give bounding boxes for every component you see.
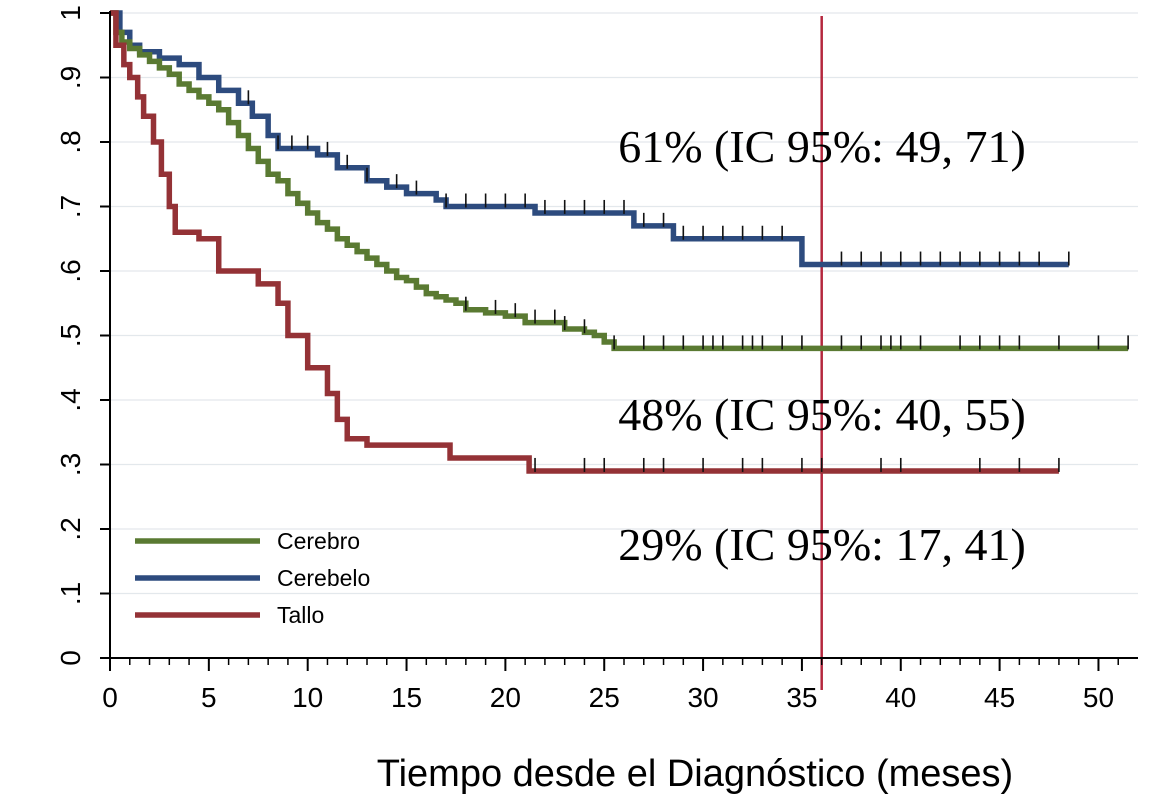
y-tick-label-4: .4	[55, 388, 86, 411]
series-2	[110, 10, 1060, 474]
y-tick-label-9: .9	[55, 66, 86, 89]
y-tick-label-1: .1	[55, 582, 86, 605]
y-tick-label-5: .5	[55, 324, 86, 347]
x-tick-label-6: 30	[687, 682, 718, 713]
series-group	[110, 10, 1129, 474]
annotation-1: 61% (IC 95%: 49, 71)	[618, 121, 1026, 172]
x-tick-label-8: 40	[885, 682, 916, 713]
y-tick-label-8: .8	[55, 130, 86, 153]
x-axis-title: Tiempo desde el Diagnóstico (meses)	[377, 753, 1013, 795]
x-tick-label-5: 25	[589, 682, 620, 713]
legend-label-2: Tallo	[277, 602, 324, 628]
series-0	[110, 10, 1129, 352]
legend-label-1: Cerebelo	[277, 565, 370, 591]
annotations: 61% (IC 95%: 49, 71) 48% (IC 95%: 40, 55)…	[618, 121, 1026, 570]
x-tick-label-9: 45	[984, 682, 1015, 713]
x-tick-label-7: 35	[786, 682, 817, 713]
annotation-0: 48% (IC 95%: 40, 55)	[618, 389, 1026, 440]
x-tick-label-2: 10	[292, 682, 323, 713]
series-line-1	[110, 10, 1069, 268]
series-1	[110, 10, 1070, 268]
x-tick-label-1: 5	[201, 682, 217, 713]
legend-label-0: Cerebro	[277, 528, 360, 554]
y-tick-label-0: 0	[55, 650, 86, 666]
y-tick-label-7: .7	[55, 195, 86, 218]
grid	[110, 12, 1138, 595]
legend: Cerebro Cerebelo Tallo	[135, 528, 370, 628]
x-tick-label-3: 15	[391, 682, 422, 713]
x-tick-label-4: 20	[490, 682, 521, 713]
series-line-0	[110, 10, 1129, 352]
axes: 0.1.2.3.4.5.6.7.8.910 5 10 15 20 25 30 35 40 45 50	[55, 5, 1138, 713]
y-tick-label-10: 1	[55, 5, 86, 21]
y-tick-label-6: .6	[55, 259, 86, 282]
annotation-2: 29% (IC 95%: 17, 41)	[618, 519, 1026, 570]
series-line-2	[110, 10, 1059, 474]
y-tick-label-3: .3	[55, 453, 86, 476]
x-tick-label-10: 50	[1083, 682, 1114, 713]
x-tick-label-0: 0	[102, 682, 118, 713]
y-tick-label-2: .2	[55, 517, 86, 540]
